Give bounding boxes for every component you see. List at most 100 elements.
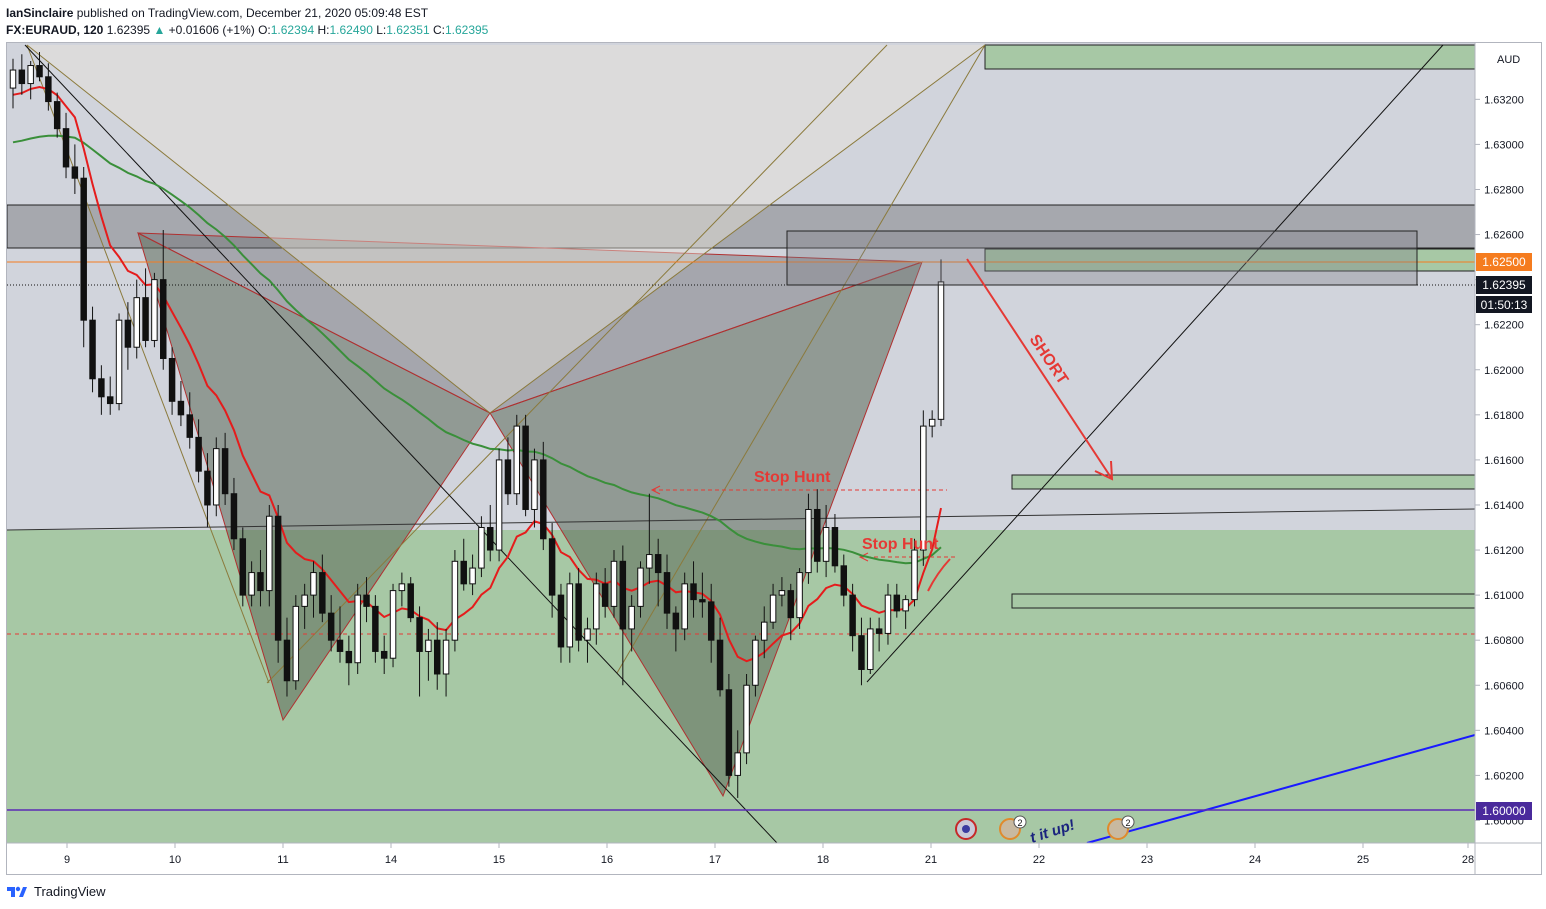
candle-body — [884, 594, 892, 634]
candle-body — [822, 527, 830, 562]
brand-name[interactable]: TradingView — [34, 883, 106, 899]
high-value: 1.62490 — [329, 23, 373, 37]
stop-hunt-label-1: Stop Hunt — [754, 469, 831, 486]
symbol-line: FX:EURAUD, 120 1.62395 ▲ +0.01606 (+1%) … — [6, 22, 488, 39]
candle-body — [27, 65, 34, 85]
short-arrowhead — [1094, 460, 1114, 481]
candle-body — [283, 639, 291, 682]
candle-body — [433, 639, 441, 675]
candle-body — [557, 594, 565, 648]
high-label: H: — [317, 23, 330, 37]
event-marker-1[interactable]: 2 — [999, 815, 1027, 840]
stop-hunt-label-2: Stop Hunt — [862, 536, 939, 553]
candle-body — [716, 639, 724, 691]
horizontal-trendline — [7, 508, 1475, 531]
chart-frame[interactable]: Stop Hunt Stop Hunt SHORT t it up! 2 2 — [6, 42, 1542, 875]
candle-body — [619, 560, 627, 630]
candle-body — [230, 493, 238, 540]
price-tick-label: 1.62000 — [1484, 365, 1524, 377]
candle-body — [142, 297, 149, 341]
fast-moving-average — [12, 85, 942, 663]
candle-body — [663, 572, 671, 614]
candle-body — [195, 436, 202, 472]
price-tick-label: 1.63000 — [1484, 139, 1524, 151]
symbol-label: FX:EURAUD, 120 — [6, 23, 104, 37]
candle-body — [151, 279, 158, 341]
candle-body — [177, 400, 185, 416]
candle-body — [239, 538, 247, 596]
candle-body — [805, 508, 812, 574]
candle-body — [106, 396, 114, 405]
countdown-text: 01:50:13 — [1481, 298, 1528, 312]
price-tag-162500 — [1476, 253, 1532, 271]
target-box-3 — [984, 248, 1475, 272]
fan-area — [27, 45, 985, 413]
price-tick-label: 1.62600 — [1484, 230, 1524, 242]
candle-body — [168, 357, 176, 402]
time-axis[interactable]: 9 10 11 14 15 16 17 18 21 22 23 24 25 28 — [64, 843, 1474, 866]
candle-body — [416, 617, 423, 652]
candle-body — [840, 565, 848, 596]
candle-body — [186, 414, 194, 438]
up-arrow-icon: ▲ — [153, 23, 166, 37]
candle-body — [18, 69, 26, 85]
price-tick-label: 1.62200 — [1484, 320, 1524, 332]
published-text: published on TradingView.com, December 2… — [76, 6, 429, 20]
time-tick-label: 18 — [817, 854, 829, 866]
candle-body — [9, 69, 17, 89]
price-tag-current-text: 1.62395 — [1482, 278, 1526, 292]
candle-body — [681, 583, 688, 630]
candle-body — [601, 583, 609, 607]
candle-body — [248, 572, 255, 596]
candle-body — [213, 448, 220, 506]
candle-body — [787, 590, 794, 619]
candle-body — [354, 594, 361, 664]
candle-body — [672, 612, 680, 630]
candle-body — [380, 650, 388, 659]
time-tick-label: 17 — [709, 854, 721, 866]
candle-body — [548, 538, 556, 596]
candle-body — [778, 590, 786, 596]
price-tag-162500-text: 1.62500 — [1482, 255, 1526, 269]
candle-body — [566, 583, 574, 648]
candle-body — [796, 572, 803, 619]
breakout-curve — [927, 558, 951, 592]
candle-body — [89, 319, 96, 380]
candle-body — [540, 459, 547, 540]
price-tick-label: 1.62800 — [1484, 184, 1524, 196]
price-tick-label: 1.60400 — [1484, 725, 1524, 737]
time-tick-label: 15 — [493, 854, 505, 866]
fan-line-2 — [489, 44, 986, 414]
candle-body — [257, 572, 264, 592]
candle-body — [831, 527, 839, 567]
price-tick-label: 1.60600 — [1484, 680, 1524, 692]
stop-hunt-arrow-1 — [650, 485, 661, 495]
event-marker-2[interactable]: 2 — [1107, 815, 1135, 840]
time-tick-label: 28 — [1462, 854, 1474, 866]
descending-trendline — [24, 44, 778, 843]
candle-body — [45, 76, 52, 103]
candle-body — [699, 599, 706, 603]
price-axis[interactable]: 1.60000 1.60200 1.60400 1.60600 1.60800 1.610… — [1475, 94, 1524, 827]
target-box-top — [984, 44, 1475, 70]
fan-line-5 — [616, 44, 986, 674]
candle-body — [319, 572, 326, 614]
candle-body — [124, 319, 132, 348]
candle-body — [628, 605, 635, 630]
event-marker-calendar[interactable] — [955, 818, 977, 840]
candle-body — [867, 628, 874, 670]
candle-body — [725, 689, 733, 776]
candle-body — [584, 628, 591, 641]
price-tick-label: 1.63200 — [1484, 94, 1524, 106]
candle-body — [301, 594, 308, 607]
author-name[interactable]: IanSinclaire — [6, 6, 74, 20]
time-tick-label: 24 — [1249, 854, 1261, 866]
time-tick-label: 16 — [601, 854, 613, 866]
candle-body — [115, 319, 123, 405]
candle-body — [593, 583, 600, 630]
candle-body — [752, 639, 759, 686]
blue-trendline — [1086, 734, 1475, 843]
candle-body — [425, 639, 432, 652]
price-chart[interactable]: Stop Hunt Stop Hunt SHORT t it up! 2 2 — [7, 43, 1541, 874]
price-tag-160000-text: 1.60000 — [1482, 804, 1526, 818]
